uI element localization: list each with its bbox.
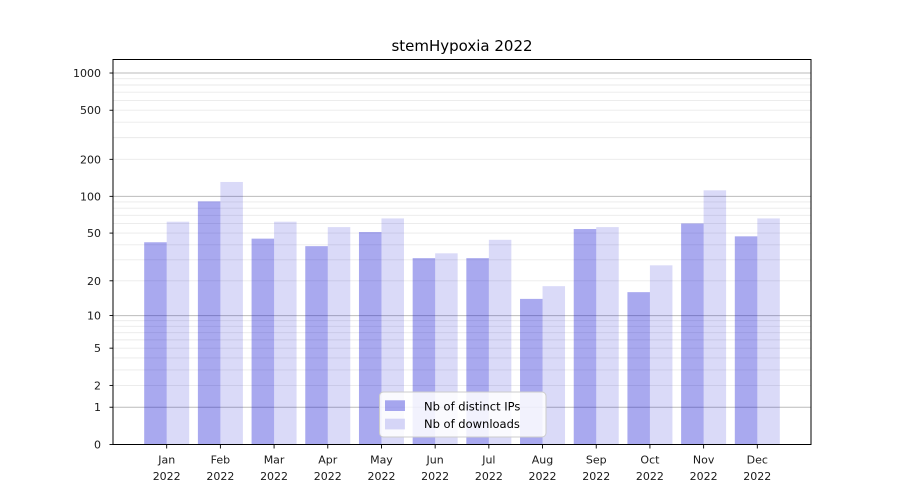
bar-oct-ips: [627, 292, 650, 445]
x-tick-label-month: Jun: [426, 454, 444, 467]
y-tick-label: 1: [94, 401, 101, 414]
x-tick-label-month: Dec: [747, 454, 768, 467]
bar-sep-ips: [573, 229, 597, 445]
gridlines-minor: [113, 78, 811, 386]
bar-may-downloads: [381, 218, 404, 445]
bar-sep-downloads: [596, 227, 619, 445]
bar-feb-ips: [197, 201, 221, 445]
x-tick-label-month: Jul: [481, 454, 495, 467]
x-tick-label-year: 2022: [743, 470, 771, 483]
chart-title: stemHypoxia 2022: [391, 37, 532, 55]
x-tick-label-month: Oct: [640, 454, 660, 467]
bar-feb-downloads: [220, 181, 243, 445]
x-tick-label-month: Nov: [693, 454, 715, 467]
x-tick-label-year: 2022: [636, 470, 664, 483]
y-tick-label: 50: [87, 227, 101, 240]
y-tick-label: 10: [87, 310, 101, 323]
bar-nov-ips: [681, 223, 704, 445]
legend-swatch-distinct-ips: [385, 400, 405, 411]
x-tick-label-year: 2022: [582, 470, 610, 483]
y-tick-label: 1000: [73, 67, 101, 80]
x-tick-label-year: 2022: [421, 470, 449, 483]
x-tick-label-year: 2022: [690, 470, 718, 483]
y-tick-label: 0: [94, 439, 101, 452]
x-tick-label-year: 2022: [260, 470, 288, 483]
bar-mar-downloads: [274, 221, 297, 445]
bar-aug-downloads: [542, 286, 566, 445]
axis-labels: 0 1 2 5 10 20 50 100 200 500 1000 Jan 2022 Feb 2022 Mar…: [73, 67, 771, 483]
bar-may-ips: [358, 232, 382, 445]
x-tick-label-month: Aug: [532, 454, 553, 467]
legend: Nb of distinct IPs Nb of downloads: [379, 391, 547, 438]
x-tick-label-year: 2022: [153, 470, 181, 483]
bar-jan-downloads: [166, 221, 190, 445]
y-tick-label: 20: [87, 275, 101, 288]
y-tick-label: 100: [80, 190, 101, 203]
x-tick-label-month: Apr: [318, 454, 338, 467]
x-tick-label-year: 2022: [529, 470, 557, 483]
axes: [109, 59, 812, 449]
bar-nov-downloads: [703, 190, 727, 445]
bar-mar-ips: [251, 238, 275, 445]
x-tick-label-month: Sep: [586, 454, 607, 467]
legend-swatch-downloads: [385, 418, 405, 430]
bar-jan-ips: [144, 242, 167, 445]
y-tick-label: 2: [94, 379, 101, 392]
legend-label: Nb of distinct IPs: [424, 399, 520, 413]
y-tick-label: 500: [80, 104, 101, 117]
plot-border: [112, 59, 812, 445]
x-tick-label-year: 2022: [314, 470, 342, 483]
bar-apr-ips: [305, 246, 328, 445]
y-tick-label: 200: [80, 153, 101, 166]
bar-dec-downloads: [757, 218, 780, 445]
bar-oct-downloads: [649, 265, 673, 445]
x-tick-label-month: Mar: [264, 454, 285, 467]
x-tick-label-year: 2022: [475, 470, 503, 483]
legend-box: [379, 391, 547, 438]
x-tick-label-month: Jan: [157, 454, 175, 467]
y-tick-label: 5: [94, 342, 101, 355]
x-tick-label-month: May: [370, 454, 393, 467]
bar-apr-downloads: [327, 227, 351, 445]
x-tick-label-year: 2022: [367, 470, 395, 483]
x-tick-label-month: Feb: [211, 454, 230, 467]
legend-label: Nb of downloads: [424, 417, 520, 431]
bar-dec-ips: [734, 236, 758, 445]
x-tick-label-year: 2022: [206, 470, 234, 483]
